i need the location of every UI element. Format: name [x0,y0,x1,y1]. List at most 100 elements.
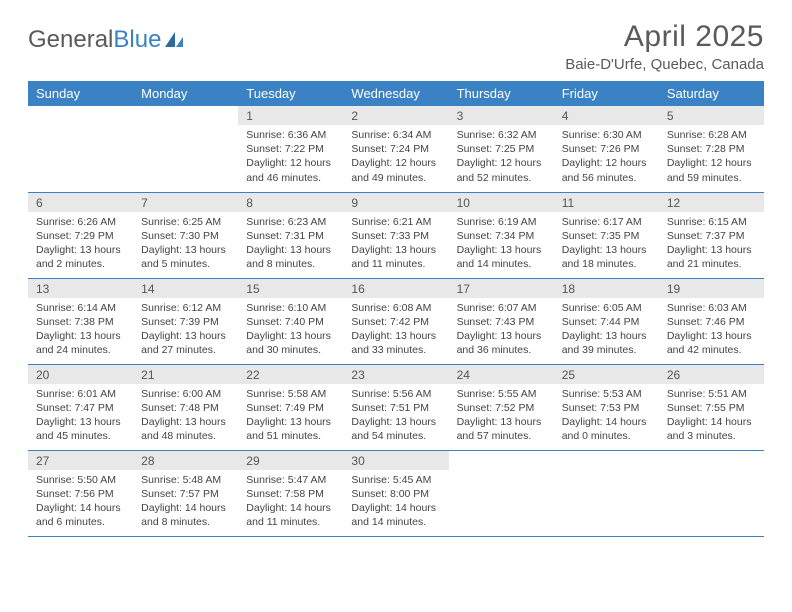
day-sunset: Sunset: 7:24 PM [351,142,440,156]
day-number: 26 [659,365,764,384]
day-daylight: Daylight: 14 hours and 6 minutes. [36,501,125,529]
day-body: Sunrise: 5:55 AMSunset: 7:52 PMDaylight:… [449,384,554,450]
day-daylight: Daylight: 13 hours and 39 minutes. [562,329,651,357]
day-number: 19 [659,279,764,298]
calendar-cell: 1 Sunrise: 6:36 AMSunset: 7:22 PMDaylight… [238,106,343,192]
day-number: 29 [238,451,343,470]
logo-text-2: Blue [113,26,161,54]
day-body: Sunrise: 6:19 AMSunset: 7:34 PMDaylight:… [449,212,554,278]
day-number: 11 [554,193,659,212]
day-daylight: Daylight: 13 hours and 51 minutes. [246,415,335,443]
day-daylight: Daylight: 13 hours and 11 minutes. [351,243,440,271]
day-sunset: Sunset: 7:25 PM [457,142,546,156]
day-sunset: Sunset: 7:44 PM [562,315,651,329]
day-body: Sunrise: 6:07 AMSunset: 7:43 PMDaylight:… [449,298,554,364]
day-daylight: Daylight: 12 hours and 52 minutes. [457,156,546,184]
calendar-cell: 11Sunrise: 6:17 AMSunset: 7:35 PMDayligh… [554,192,659,278]
calendar-cell: 17Sunrise: 6:07 AMSunset: 7:43 PMDayligh… [449,278,554,364]
day-number: 7 [133,193,238,212]
day-body: Sunrise: 6:10 AMSunset: 7:40 PMDaylight:… [238,298,343,364]
day-sunset: Sunset: 7:22 PM [246,142,335,156]
day-sunset: Sunset: 7:37 PM [667,229,756,243]
day-sunset: Sunset: 7:34 PM [457,229,546,243]
day-daylight: Daylight: 14 hours and 11 minutes. [246,501,335,529]
day-sunrise: Sunrise: 5:50 AM [36,473,125,487]
day-daylight: Daylight: 14 hours and 0 minutes. [562,415,651,443]
day-header: Wednesday [343,81,448,106]
day-body: Sunrise: 6:01 AMSunset: 7:47 PMDaylight:… [28,384,133,450]
calendar-cell: 5Sunrise: 6:28 AMSunset: 7:28 PMDaylight… [659,106,764,192]
day-sunrise: Sunrise: 6:36 AM [246,128,335,142]
day-number: 2 [343,106,448,125]
day-number: 12 [659,193,764,212]
day-daylight: Daylight: 14 hours and 14 minutes. [351,501,440,529]
day-sunrise: Sunrise: 5:56 AM [351,387,440,401]
calendar-cell: 6Sunrise: 6:26 AMSunset: 7:29 PMDaylight… [28,192,133,278]
day-body: Sunrise: 6:26 AMSunset: 7:29 PMDaylight:… [28,212,133,278]
calendar-row: 1Sunrise: 6:36 AMSunset: 7:22 PMDaylight… [28,106,764,192]
day-number: 4 [554,106,659,125]
day-header: Saturday [659,81,764,106]
day-number: 30 [343,451,448,470]
day-sunrise: Sunrise: 6:03 AM [667,301,756,315]
calendar-cell: 14Sunrise: 6:12 AMSunset: 7:39 PMDayligh… [133,278,238,364]
day-daylight: Daylight: 13 hours and 5 minutes. [141,243,230,271]
day-daylight: Daylight: 13 hours and 30 minutes. [246,329,335,357]
day-number: 18 [554,279,659,298]
day-daylight: Daylight: 12 hours and 49 minutes. [351,156,440,184]
calendar-cell: 26Sunrise: 5:51 AMSunset: 7:55 PMDayligh… [659,364,764,450]
day-sunrise: Sunrise: 6:00 AM [141,387,230,401]
day-daylight: Daylight: 13 hours and 27 minutes. [141,329,230,357]
calendar-cell: 16Sunrise: 6:08 AMSunset: 7:42 PMDayligh… [343,278,448,364]
calendar-row: 27Sunrise: 5:50 AMSunset: 7:56 PMDayligh… [28,450,764,536]
day-sunset: Sunset: 7:33 PM [351,229,440,243]
calendar-cell: 27Sunrise: 5:50 AMSunset: 7:56 PMDayligh… [28,450,133,536]
day-sunrise: Sunrise: 6:12 AM [141,301,230,315]
day-daylight: Daylight: 13 hours and 21 minutes. [667,243,756,271]
day-daylight: Daylight: 12 hours and 46 minutes. [246,156,335,184]
calendar-cell [554,450,659,536]
day-body: Sunrise: 6:30 AMSunset: 7:26 PMDaylight:… [554,125,659,191]
day-header: Thursday [449,81,554,106]
day-sunrise: Sunrise: 6:25 AM [141,215,230,229]
day-number: 1 [238,106,343,125]
month-title: April 2025 [565,20,764,54]
day-body: Sunrise: 6:28 AMSunset: 7:28 PMDaylight:… [659,125,764,191]
calendar-table: Sunday Monday Tuesday Wednesday Thursday… [28,81,764,537]
calendar-cell: 22Sunrise: 5:58 AMSunset: 7:49 PMDayligh… [238,364,343,450]
calendar-cell: 7 Sunrise: 6:25 AMSunset: 7:30 PMDaylight… [133,192,238,278]
day-daylight: Daylight: 13 hours and 14 minutes. [457,243,546,271]
day-sunrise: Sunrise: 6:28 AM [667,128,756,142]
day-number: 25 [554,365,659,384]
day-sunrise: Sunrise: 6:14 AM [36,301,125,315]
day-body: Sunrise: 5:56 AMSunset: 7:51 PMDaylight:… [343,384,448,450]
day-sunset: Sunset: 7:30 PM [141,229,230,243]
calendar-cell [28,106,133,192]
day-body: Sunrise: 6:03 AMSunset: 7:46 PMDaylight:… [659,298,764,364]
day-number: 10 [449,193,554,212]
calendar-cell: 10Sunrise: 6:19 AMSunset: 7:34 PMDayligh… [449,192,554,278]
day-number: 14 [133,279,238,298]
day-daylight: Daylight: 13 hours and 18 minutes. [562,243,651,271]
day-sunrise: Sunrise: 6:10 AM [246,301,335,315]
day-sunrise: Sunrise: 6:21 AM [351,215,440,229]
day-sunrise: Sunrise: 6:17 AM [562,215,651,229]
day-number: 17 [449,279,554,298]
day-number: 13 [28,279,133,298]
day-sunset: Sunset: 7:46 PM [667,315,756,329]
day-sunset: Sunset: 7:49 PM [246,401,335,415]
day-daylight: Daylight: 13 hours and 54 minutes. [351,415,440,443]
day-sunset: Sunset: 7:58 PM [246,487,335,501]
calendar-cell: 15Sunrise: 6:10 AMSunset: 7:40 PMDayligh… [238,278,343,364]
day-daylight: Daylight: 13 hours and 42 minutes. [667,329,756,357]
day-sunrise: Sunrise: 6:15 AM [667,215,756,229]
calendar-head: Sunday Monday Tuesday Wednesday Thursday… [28,81,764,106]
logo-text-1: General [28,26,113,54]
header: GeneralBlue April 2025 Baie-D'Urfe, Queb… [28,20,764,73]
day-daylight: Daylight: 13 hours and 33 minutes. [351,329,440,357]
calendar-cell: 18Sunrise: 6:05 AMSunset: 7:44 PMDayligh… [554,278,659,364]
day-sunset: Sunset: 7:57 PM [141,487,230,501]
day-daylight: Daylight: 14 hours and 8 minutes. [141,501,230,529]
day-sunset: Sunset: 7:26 PM [562,142,651,156]
day-number: 23 [343,365,448,384]
